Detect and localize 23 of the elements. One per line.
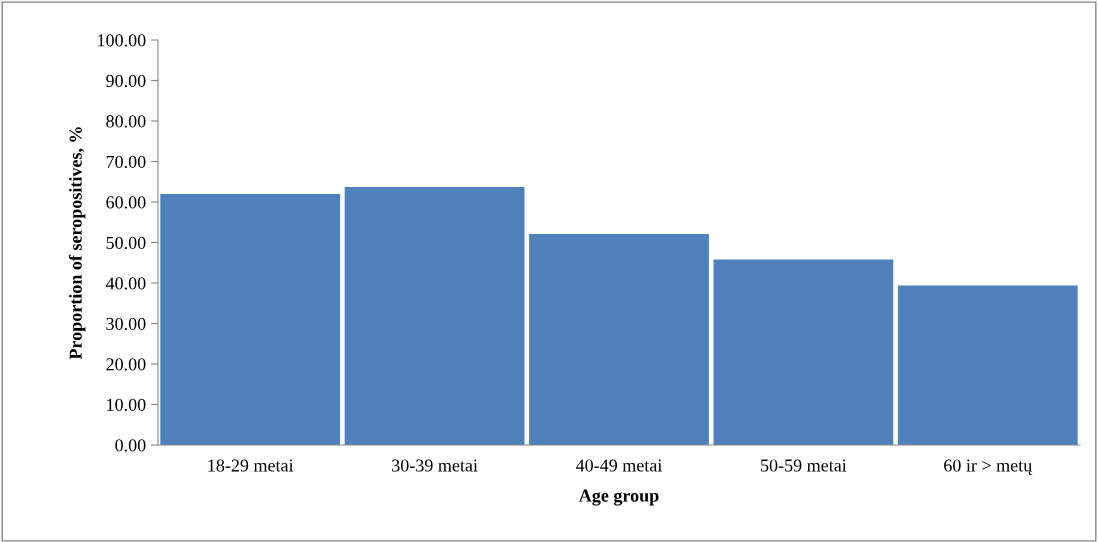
bar: [160, 193, 341, 445]
y-tick-label: 80.00: [106, 115, 146, 128]
x-tick-label: 30-39 metai: [392, 459, 478, 472]
y-axis-title: Proportion of seropositives, %: [68, 127, 86, 360]
y-tick-label: 20.00: [106, 358, 146, 371]
y-tick-label: 40.00: [105, 277, 146, 290]
x-tick-label: 60 ir > metų: [944, 459, 1033, 475]
y-tick-label: 50.00: [106, 236, 146, 250]
x-axis-title: Age group: [578, 489, 659, 506]
y-tick-label: 70.00: [106, 155, 146, 169]
y-tick-label: 90.00: [106, 74, 146, 88]
x-tick-label: 50-59 metai: [761, 459, 847, 472]
y-tick-label: 60.00: [106, 196, 146, 209]
bar: [713, 259, 894, 445]
x-tick-label: 40-49 metai: [575, 459, 663, 472]
y-tick-label: 0.00: [115, 439, 146, 452]
y-tick-label: 30.00: [106, 317, 146, 331]
x-tick-label: 18-29 metai: [208, 459, 294, 472]
bar: [529, 234, 709, 445]
y-tick-label: 100.00: [98, 34, 146, 47]
bar: [897, 285, 1078, 445]
bar: [344, 187, 525, 445]
y-tick-label: 10.00: [107, 398, 146, 412]
